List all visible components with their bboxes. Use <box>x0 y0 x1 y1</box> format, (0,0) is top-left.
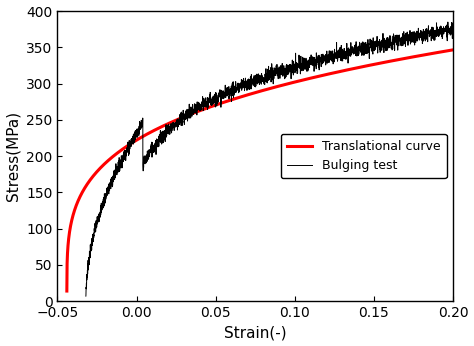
Legend: Translational curve, Bulging test: Translational curve, Bulging test <box>281 134 447 179</box>
Translational curve <box>212 103 218 107</box>
Bulging test <box>138 127 144 131</box>
Bulging test <box>97 212 102 216</box>
Translational curve <box>229 98 235 102</box>
Translational curve <box>443 49 448 53</box>
X-axis label: Strain(-): Strain(-) <box>224 326 287 340</box>
Bulging test <box>117 169 123 173</box>
Translational curve <box>64 289 70 293</box>
Translational curve <box>450 48 456 52</box>
Bulging test <box>312 58 318 62</box>
Bulging test <box>83 294 89 298</box>
Line: Bulging test: Bulging test <box>86 22 453 296</box>
Bulging test <box>369 49 375 53</box>
Translational curve <box>108 156 114 160</box>
Bulging test <box>445 20 451 24</box>
Translational curve <box>131 140 137 144</box>
Bulging test <box>361 46 366 50</box>
Bulging test <box>450 30 456 35</box>
Line: Translational curve: Translational curve <box>67 50 453 291</box>
Y-axis label: Stress(MPa): Stress(MPa) <box>6 111 20 201</box>
Translational curve <box>401 56 407 61</box>
